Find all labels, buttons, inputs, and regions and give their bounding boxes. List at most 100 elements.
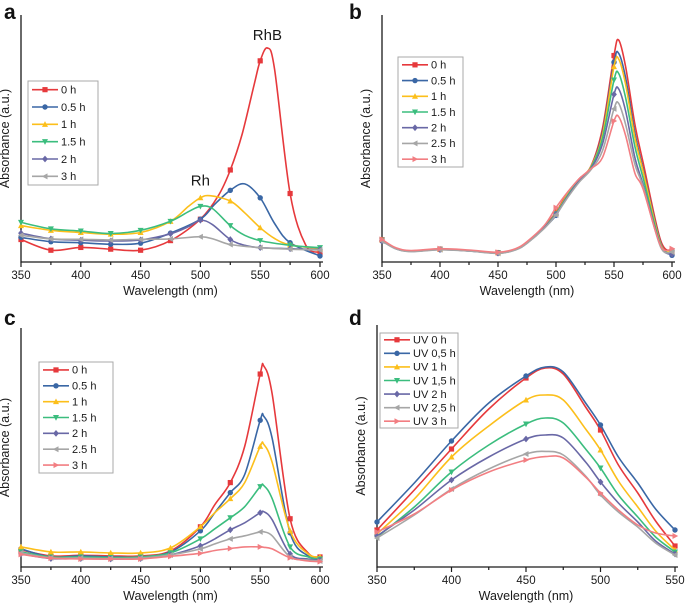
square-marker <box>287 516 293 522</box>
square-marker <box>108 246 114 252</box>
triangle-right-marker <box>672 533 679 539</box>
x-tick-label: 550 <box>251 575 270 587</box>
triangle-right-marker <box>78 555 84 562</box>
legend-label: 2 h <box>72 428 87 440</box>
panel-d: d 350 400 450 500 550 Wavelength (nm) Absorban… <box>342 300 685 609</box>
y-axis-title: Absorbance (a.u.) <box>0 398 12 497</box>
legend-label: UV 1 h <box>413 362 447 374</box>
panel-label-d: d <box>349 307 362 330</box>
chart-d: 350 400 450 500 550 Wavelength (nm) Absorbance… <box>354 325 685 603</box>
x-tick-label: 500 <box>546 270 565 282</box>
x-axis-title: Wavelength (nm) <box>123 589 218 603</box>
legend-label: 2 h <box>61 154 76 166</box>
diamond-marker <box>523 435 529 443</box>
diamond-marker <box>669 250 675 258</box>
diamond-marker <box>18 229 24 237</box>
series-line <box>381 101 673 255</box>
triangle-up-marker <box>197 523 204 530</box>
legend-label: 0 h <box>61 84 76 96</box>
square-marker <box>227 479 233 486</box>
annotation-label: RhB <box>253 27 282 44</box>
x-axis-title: Wavelength (nm) <box>479 589 574 603</box>
triangle-right-marker <box>394 418 401 425</box>
x-tick-label: 500 <box>591 575 610 587</box>
triangle-left-marker <box>257 528 263 535</box>
square-marker <box>287 190 293 197</box>
triangle-right-marker <box>257 543 264 550</box>
x-tick-label: 450 <box>131 575 150 587</box>
triangle-right-marker <box>374 529 381 535</box>
legend-label: 1 h <box>61 119 76 131</box>
x-tick-label: 550 <box>665 575 684 587</box>
triangle-up-marker <box>42 121 48 127</box>
x-tick-label: 500 <box>191 270 210 282</box>
circle-marker <box>394 350 400 357</box>
triangle-down-marker <box>257 484 264 490</box>
diamond-marker <box>167 230 174 238</box>
triangle-left-marker <box>373 535 380 541</box>
circle-marker <box>523 373 529 379</box>
y-axis-title: Absorbance (a.u.) <box>359 89 373 188</box>
x-tick-label: 550 <box>604 270 623 282</box>
triangle-down-marker <box>448 469 455 476</box>
triangle-up-marker <box>412 93 418 99</box>
triangle-right-marker <box>412 156 419 163</box>
triangle-down-marker <box>47 226 54 233</box>
diamond-marker <box>227 236 234 243</box>
legend-label: 2.5 h <box>72 444 96 456</box>
triangle-right-marker <box>48 555 55 562</box>
legend-label: 1 h <box>431 91 446 103</box>
triangle-right-marker <box>379 236 386 243</box>
triangle-down-marker <box>227 515 234 521</box>
x-tick-label: 350 <box>372 270 391 282</box>
legend-label: 2 h <box>431 123 446 135</box>
legend-label: UV 3 h <box>413 416 447 428</box>
triangle-down-marker <box>167 218 174 225</box>
x-tick-label: 450 <box>488 270 507 282</box>
triangle-left-marker <box>257 244 263 251</box>
series-line <box>20 362 321 558</box>
triangle-left-marker <box>227 241 233 248</box>
triangle-down-marker <box>197 203 204 210</box>
legend-label: 3 h <box>431 154 446 166</box>
legend-label: 1.5 h <box>61 136 85 148</box>
legend-label: 0 h <box>431 60 446 72</box>
circle-marker <box>597 422 604 428</box>
triangle-left-marker <box>41 173 48 180</box>
legend-box <box>27 80 99 186</box>
legend-label: UV 0,5 h <box>413 348 456 360</box>
triangle-up-marker <box>227 495 234 502</box>
triangle-up-marker <box>167 544 174 551</box>
square-marker <box>48 247 54 253</box>
y-axis-title: Absorbance (a.u.) <box>354 396 368 495</box>
x-tick-label: 600 <box>310 575 329 587</box>
x-tick-label: 550 <box>251 270 270 282</box>
series-line <box>20 441 321 558</box>
triangle-up-marker <box>47 548 54 555</box>
triangle-down-marker <box>611 77 617 84</box>
triangle-down-marker <box>227 223 234 229</box>
diamond-marker <box>227 526 234 534</box>
square-marker <box>257 371 263 377</box>
x-tick-label: 500 <box>191 575 210 587</box>
legend-label: 3 h <box>72 460 87 472</box>
triangle-down-marker <box>137 227 144 234</box>
legend-label: UV 0 h <box>413 335 447 347</box>
diamond-marker <box>257 509 264 517</box>
triangle-left-marker <box>77 236 84 243</box>
x-tick-label: 400 <box>430 270 449 282</box>
legend-label: 1 h <box>72 396 87 408</box>
triangle-right-marker <box>138 555 144 562</box>
triangle-right-marker <box>227 545 234 552</box>
panel-label-c: c <box>4 307 16 330</box>
triangle-down-marker <box>412 109 418 116</box>
triangle-right-marker <box>611 118 618 125</box>
triangle-right-marker <box>317 558 324 565</box>
diamond-marker <box>611 90 617 98</box>
circle-marker <box>374 519 380 525</box>
triangle-left-marker <box>411 140 418 147</box>
circle-marker <box>197 528 204 534</box>
legend-label: 0.5 h <box>61 102 85 114</box>
triangle-down-marker <box>18 219 24 226</box>
